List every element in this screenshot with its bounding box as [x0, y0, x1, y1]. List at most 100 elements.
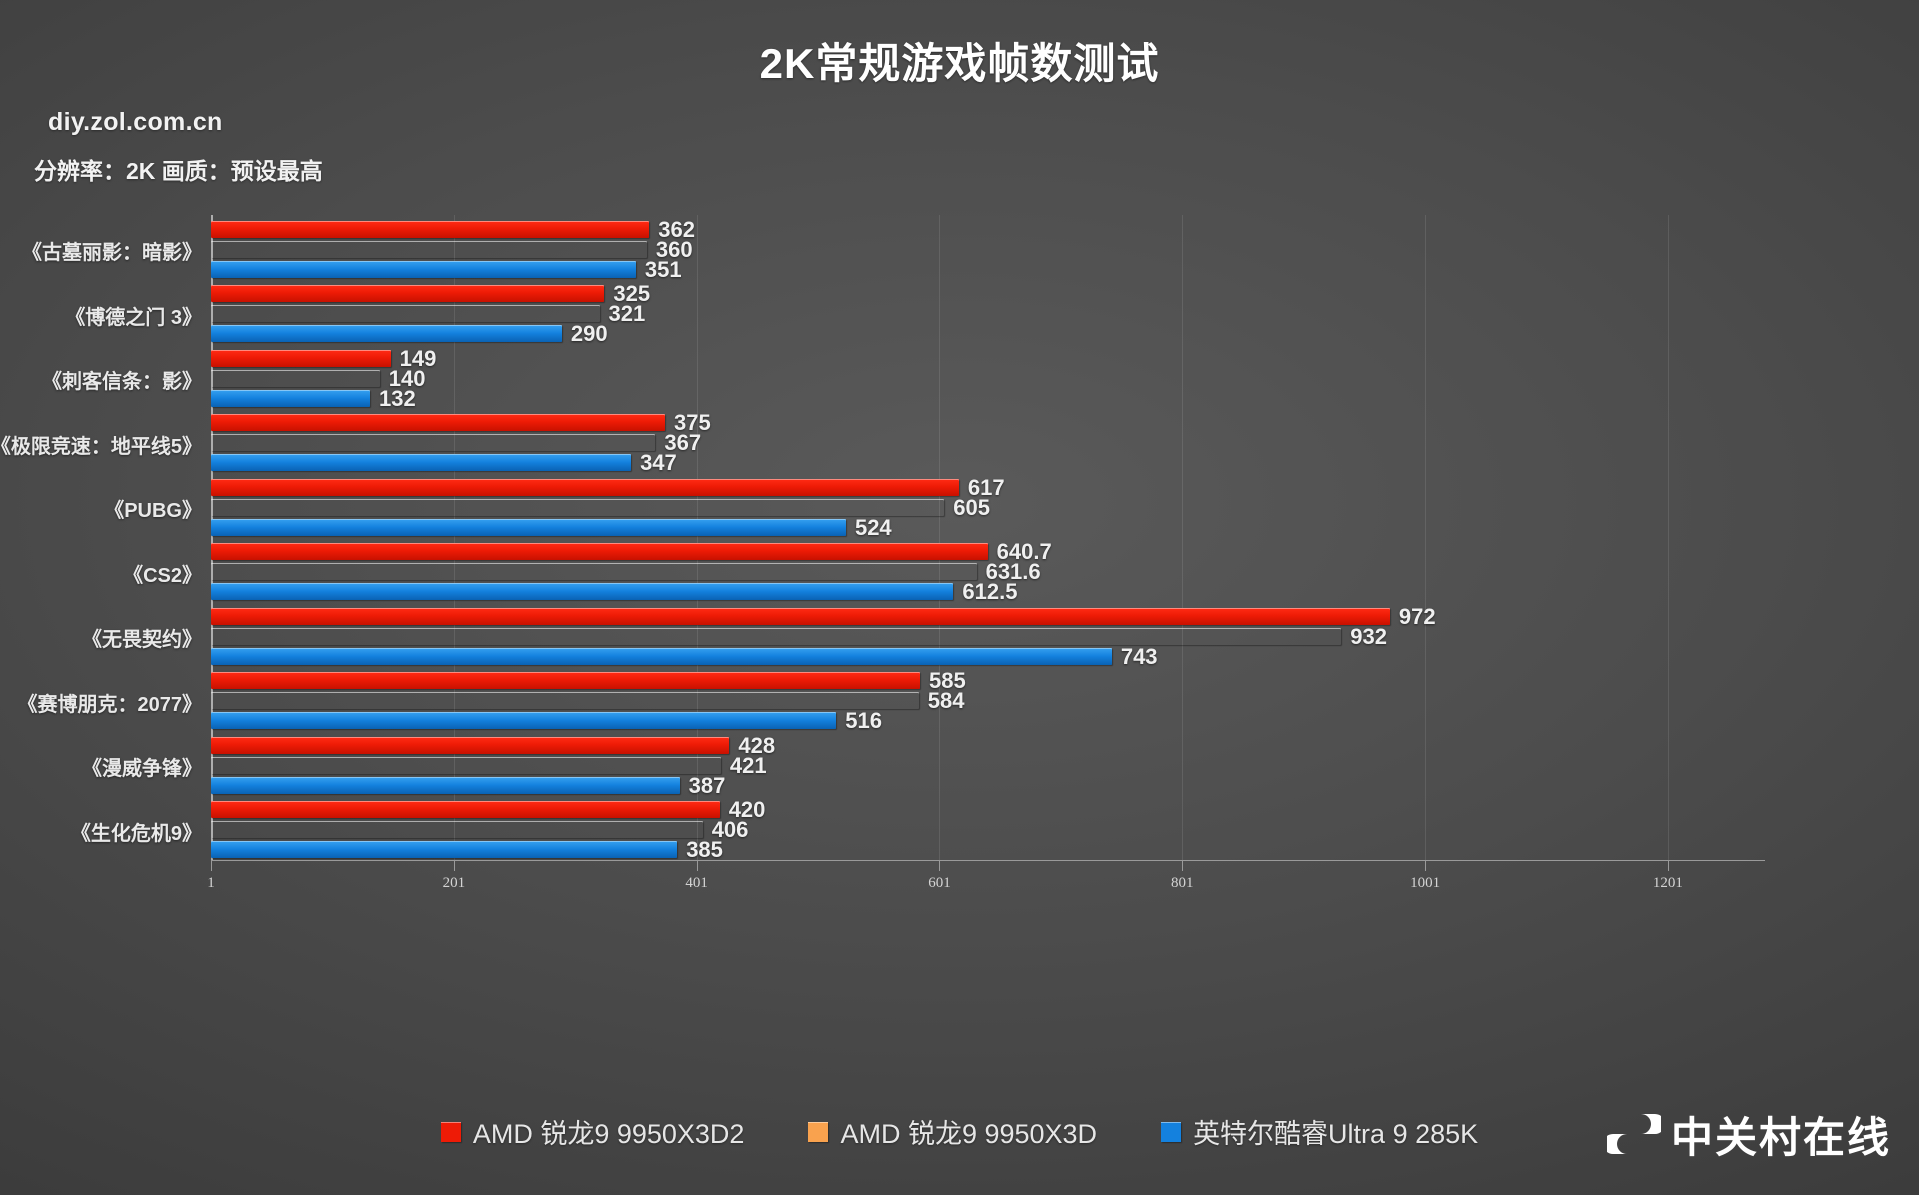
bar-value-label: 584 — [927, 688, 965, 714]
bar-1 — [211, 692, 919, 709]
bar-1 — [211, 241, 647, 258]
bar-value-label: 385 — [686, 837, 723, 863]
gridline — [1425, 215, 1427, 860]
page-title: 2K常规游戏帧数测试 — [759, 40, 1160, 87]
bar-value-label: 387 — [688, 772, 726, 798]
watermark-text: 中关村在线 — [1670, 1114, 1891, 1161]
legend-swatch-icon — [808, 1121, 829, 1142]
category-group: 《CS2》 640.7 631.6 612.5 — [123, 539, 1765, 604]
category-group: 《赛博朋克：2077》 585 584 516 — [18, 668, 1765, 733]
category-group: 《刺客信条：影》 149 140 132 — [42, 346, 1765, 411]
bar-0 — [211, 543, 988, 561]
bar-value-label: 149 — [399, 345, 437, 371]
bar-value-label: 351 — [644, 256, 682, 282]
category-group: 《无畏契约》 972 932 743 — [82, 604, 1765, 669]
bar-value-label: 132 — [379, 385, 416, 411]
bar-value-label: 347 — [640, 450, 677, 476]
category-label: 《博德之门 3》 — [65, 306, 202, 329]
settings-label: 分辨率：2K 画质：预设最高 — [34, 158, 323, 184]
category-group: 《生化危机9》 420 406 385 — [71, 797, 1765, 862]
legend-label: AMD 锐龙9 9950X3D — [840, 1119, 1098, 1149]
bar-value-label: 932 — [1350, 623, 1387, 649]
legend-item-1[interactable]: AMD 锐龙9 9950X3D — [808, 1112, 1097, 1151]
legend-label: AMD 锐龙9 9950X3D2 — [472, 1119, 745, 1149]
bar-value-label: 631.6 — [985, 559, 1041, 585]
x-axis-tick-label: 1 — [207, 875, 215, 891]
bar-1 — [211, 305, 600, 322]
bar-2 — [211, 647, 1112, 665]
bar-value-label: 362 — [658, 216, 695, 242]
bar-1 — [211, 499, 944, 516]
category-group: 《极限竞速：地平线5》 375 367 347 — [0, 410, 1765, 475]
bar-value-label: 367 — [664, 430, 702, 456]
x-axis-line — [211, 860, 1765, 861]
gridline — [939, 215, 941, 860]
bar-0 — [211, 349, 391, 367]
y-axis-line — [211, 215, 213, 860]
bar-2 — [211, 776, 680, 794]
site-url-label: diy.zol.com.cn — [48, 108, 223, 136]
bar-0 — [211, 736, 730, 754]
gridline — [1667, 215, 1669, 860]
bar-value-label: 640.7 — [996, 539, 1052, 565]
category-label: 《CS2》 — [123, 564, 202, 587]
x-axis-tick — [1182, 860, 1184, 871]
x-axis-tick — [1667, 860, 1669, 871]
legend-swatch-icon — [440, 1121, 461, 1142]
zol-logo-icon — [1602, 1108, 1665, 1162]
category-label: 《赛博朋克：2077》 — [17, 693, 203, 716]
x-axis-tick — [939, 860, 941, 871]
bar-0 — [211, 672, 920, 690]
category-label: 《漫威争锋》 — [82, 758, 202, 781]
category-label: 《极限竞速：地平线5》 — [0, 435, 202, 458]
bar-value-label: 140 — [388, 365, 426, 391]
category-group: 《漫威争锋》 428 421 387 — [82, 733, 1765, 798]
x-axis-tick-label: 401 — [685, 875, 708, 891]
bar-0 — [211, 478, 959, 496]
bar-value-label: 743 — [1120, 643, 1158, 669]
bar-2 — [211, 325, 562, 343]
legend-item-0[interactable]: AMD 锐龙9 9950X3D2 — [440, 1112, 745, 1151]
bar-value-label: 406 — [711, 817, 749, 843]
bar-2 — [211, 454, 632, 472]
category-group: 《古墓丽影：暗影》 362 360 351 — [22, 217, 1765, 282]
bar-1 — [211, 628, 1341, 645]
bar-value-label: 516 — [845, 708, 882, 734]
x-axis-tick-label: 1001 — [1410, 875, 1441, 891]
bar-value-label: 321 — [608, 301, 646, 327]
bar-0 — [211, 801, 720, 819]
gridline — [1182, 215, 1184, 860]
category-label: 《PUBG》 — [104, 500, 202, 523]
chart-legend: AMD 锐龙9 9950X3D2 AMD 锐龙9 9950X3D 英特尔酷睿Ultr… — [0, 1112, 1919, 1151]
bar-0 — [211, 285, 605, 303]
bar-1 — [211, 563, 977, 580]
x-axis-tick-label: 1201 — [1652, 875, 1683, 891]
bar-value-label: 972 — [1398, 603, 1436, 629]
category-group: 《博德之门 3》 325 321 290 — [65, 281, 1765, 346]
bar-2 — [211, 841, 678, 859]
chart-plot-wrapper: 《古墓丽影：暗影》 362 360 351 《博德之门 3》 325 321 290 《刺客信条… — [0, 215, 1919, 1075]
x-axis-tick — [1425, 860, 1427, 871]
category-label: 《生化危机9》 — [70, 822, 202, 845]
bar-value-label: 428 — [738, 732, 776, 758]
legend-item-2[interactable]: 英特尔酷睿Ultra 9 285K — [1161, 1112, 1478, 1151]
gridline — [696, 215, 698, 860]
bar-2 — [211, 712, 837, 730]
bar-1 — [211, 434, 655, 451]
category-group: 《PUBG》 617 605 524 — [104, 475, 1765, 540]
gridline — [453, 215, 455, 860]
category-label: 《古墓丽影：暗影》 — [22, 242, 202, 265]
bar-0 — [211, 220, 650, 238]
x-axis-tick — [696, 860, 698, 871]
bar-2 — [211, 260, 636, 278]
x-axis-tick-label: 801 — [1171, 875, 1194, 891]
plot-area: 《古墓丽影：暗影》 362 360 351 《博德之门 3》 325 321 290 《刺客信条… — [0, 215, 1765, 862]
x-axis-tick-label: 201 — [442, 875, 466, 891]
bar-0 — [211, 607, 1390, 625]
bar-value-label: 585 — [929, 668, 966, 694]
legend-label: 英特尔酷睿Ultra 9 285K — [1193, 1119, 1479, 1149]
bar-value-label: 420 — [728, 797, 766, 823]
x-axis-tick — [453, 860, 455, 871]
bar-1 — [211, 821, 703, 838]
x-axis-tick — [211, 860, 212, 871]
